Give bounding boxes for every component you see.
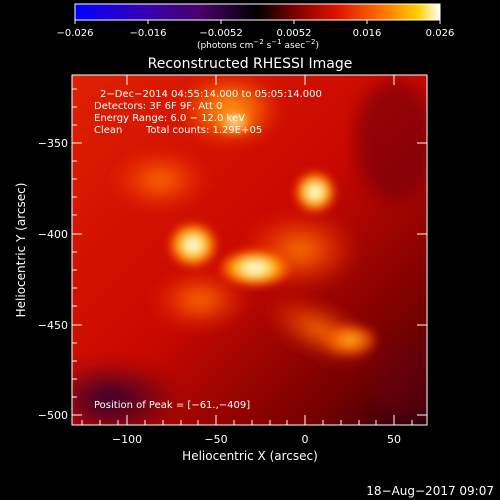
- y-tick-label: −400: [38, 228, 68, 241]
- colorbar-units: (photons cm−2 s−1 asec−2): [197, 38, 319, 51]
- colorbar-tick-label: 0.016: [353, 28, 382, 39]
- render-date: 18−Aug−2017 09:07: [366, 484, 494, 498]
- colorbar-tick-label: 0.0052: [277, 28, 312, 39]
- info-algorithm: Clean: [94, 125, 122, 136]
- x-tick-label: −50: [204, 433, 227, 446]
- colorbar-tick-label: −0.026: [56, 28, 93, 39]
- colorbar-tick-label: −0.016: [129, 28, 166, 39]
- info-total-counts: Total counts: 1.29E+05: [145, 125, 262, 136]
- axis-minor-ticks: [72, 88, 413, 425]
- y-tick-label: −500: [38, 409, 68, 422]
- colorbar-ticks: [74, 20, 441, 24]
- info-energy-range: Energy Range: 6.0 − 12.0 keV: [94, 113, 245, 124]
- y-tick-label: −450: [38, 319, 68, 332]
- x-tick-label: 0: [302, 433, 309, 446]
- y-tick-label: −350: [38, 137, 68, 150]
- info-detectors: Detectors: 3F 6F 9F, Att 0: [94, 101, 222, 112]
- plot-title: Reconstructed RHESSI Image: [148, 56, 353, 72]
- colorbar-tick-label: 0.026: [426, 28, 455, 39]
- axis-ticks: [72, 75, 427, 425]
- colorbar: [74, 3, 441, 21]
- x-tick-label: −100: [112, 433, 142, 446]
- solar-image: [72, 75, 427, 425]
- colorbar-tick-label: −0.0052: [199, 28, 242, 39]
- x-axis-label: Heliocentric X (arcsec): [182, 449, 318, 463]
- plot-frame: [71, 74, 428, 426]
- x-tick-label: 50: [387, 433, 401, 446]
- peak-position-label: Position of Peak = [−61.,−409]: [94, 400, 250, 411]
- info-time-range: 2−Dec−2014 04:55:14.000 to 05:05:14.000: [100, 89, 322, 100]
- y-axis-label: Heliocentric Y (arcsec): [14, 183, 28, 318]
